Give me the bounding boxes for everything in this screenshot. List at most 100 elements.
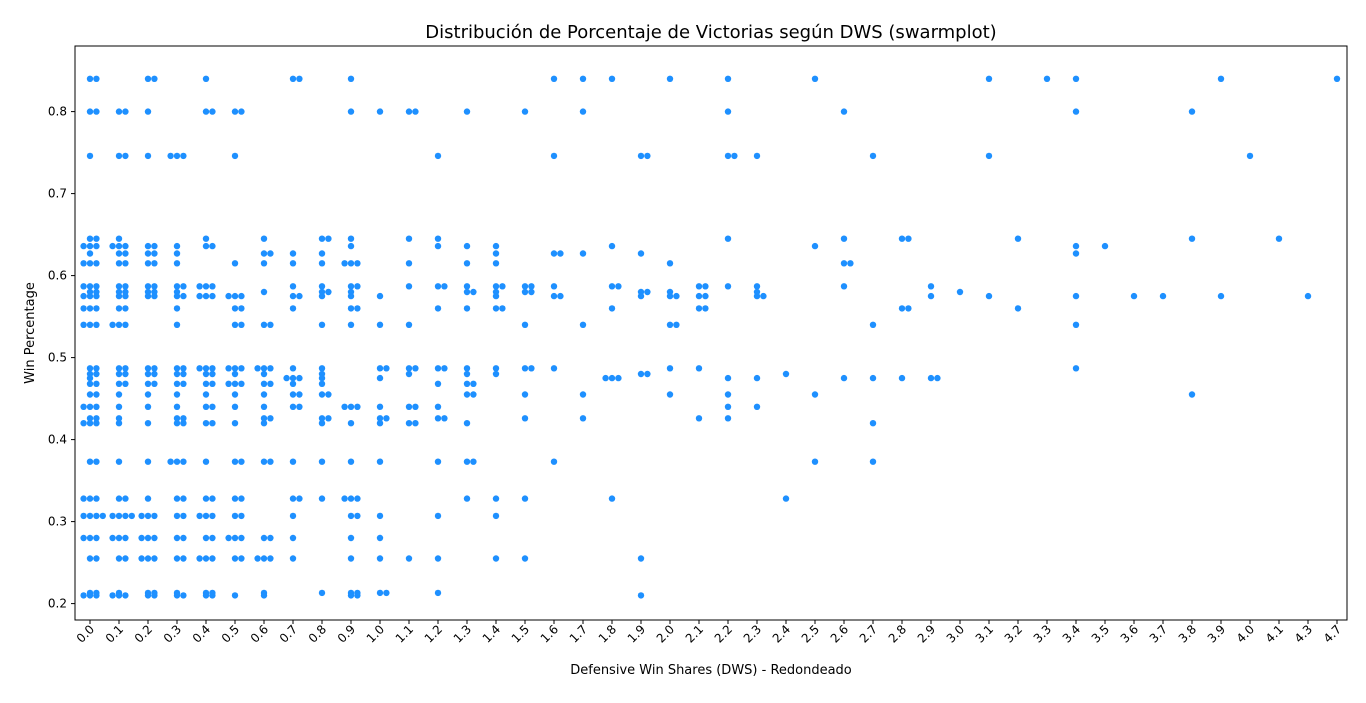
data-point: [637, 292, 645, 300]
data-point: [144, 292, 152, 300]
data-point: [528, 288, 535, 296]
data-point: [202, 370, 210, 378]
x-tick-label: 2.3: [741, 622, 764, 645]
data-point: [347, 242, 355, 250]
data-point: [180, 534, 187, 542]
data-point: [341, 495, 348, 502]
data-point: [492, 305, 500, 312]
data-point: [550, 250, 558, 257]
data-point: [202, 75, 210, 83]
data-point: [260, 365, 268, 372]
data-point: [173, 534, 181, 542]
data-point: [492, 512, 500, 520]
data-point: [173, 403, 181, 410]
data-point: [376, 321, 384, 328]
data-point: [93, 292, 100, 300]
data-point: [405, 420, 413, 427]
data-point: [434, 235, 442, 242]
data-point: [724, 75, 732, 83]
data-point: [666, 260, 674, 267]
data-point: [470, 458, 477, 465]
data-point: [209, 292, 216, 300]
data-point: [202, 365, 210, 372]
data-point: [151, 555, 158, 562]
data-point: [463, 495, 471, 502]
data-point: [811, 458, 819, 465]
data-point: [325, 288, 332, 296]
data-point: [383, 365, 390, 372]
data-point: [115, 592, 123, 599]
data-point: [173, 321, 181, 328]
data-point: [202, 242, 210, 250]
data-point: [173, 458, 181, 465]
data-point: [231, 458, 239, 465]
y-tick-label: 0.7: [48, 187, 67, 201]
data-point: [209, 495, 216, 502]
data-point: [550, 283, 558, 290]
data-point: [840, 235, 848, 242]
data-point: [840, 283, 848, 290]
data-point: [144, 75, 152, 83]
data-point: [702, 292, 709, 300]
data-point: [80, 495, 87, 502]
data-point: [782, 495, 790, 502]
data-point: [376, 374, 384, 382]
data-point: [144, 370, 152, 378]
data-point: [376, 108, 384, 115]
data-point: [753, 283, 761, 290]
x-tick-label: 3.6: [1118, 622, 1141, 645]
x-axis-label: Defensive Win Shares (DWS) - Redondeado: [570, 663, 852, 678]
data-point: [695, 365, 703, 372]
data-point: [122, 283, 129, 290]
data-point: [434, 555, 442, 562]
data-point: [550, 75, 558, 83]
data-point: [521, 321, 529, 328]
data-point: [1333, 75, 1341, 83]
data-point: [289, 495, 297, 502]
data-point: [1072, 365, 1080, 372]
data-point: [1014, 235, 1022, 242]
data-point: [318, 321, 326, 328]
data-point: [1159, 292, 1167, 300]
data-point: [93, 108, 100, 115]
data-point: [151, 365, 158, 372]
data-point: [934, 374, 941, 382]
data-point: [93, 370, 100, 378]
data-point: [115, 305, 123, 312]
data-point: [151, 592, 158, 599]
data-point: [492, 250, 500, 257]
data-point: [666, 75, 674, 83]
data-point: [318, 589, 326, 597]
data-point: [196, 512, 203, 520]
data-point: [254, 365, 261, 372]
data-point: [180, 495, 187, 502]
data-point: [463, 288, 471, 296]
data-point: [173, 365, 181, 372]
data-point: [615, 283, 622, 290]
data-point: [173, 512, 181, 520]
data-point: [267, 380, 274, 387]
data-point: [318, 374, 326, 382]
x-tick-label: 3.4: [1060, 622, 1083, 645]
data-point: [231, 108, 239, 115]
data-point: [1130, 292, 1138, 300]
data-point: [347, 495, 355, 502]
data-point: [202, 235, 210, 242]
data-point: [644, 152, 651, 160]
data-point: [173, 391, 181, 398]
data-point: [354, 403, 361, 410]
data-point: [289, 380, 297, 387]
x-tick-label: 2.8: [886, 622, 909, 645]
data-point: [109, 321, 116, 328]
data-point: [151, 260, 158, 267]
x-tick-label: 1.4: [480, 622, 503, 645]
data-point: [93, 403, 100, 410]
data-point: [80, 420, 87, 427]
y-tick-label: 0.5: [48, 351, 67, 365]
data-point: [115, 555, 123, 562]
x-tick-label: 1.1: [393, 622, 416, 645]
data-point: [521, 283, 529, 290]
y-axis-label: Win Percentage: [23, 282, 38, 384]
data-point: [202, 108, 210, 115]
data-point: [173, 242, 181, 250]
